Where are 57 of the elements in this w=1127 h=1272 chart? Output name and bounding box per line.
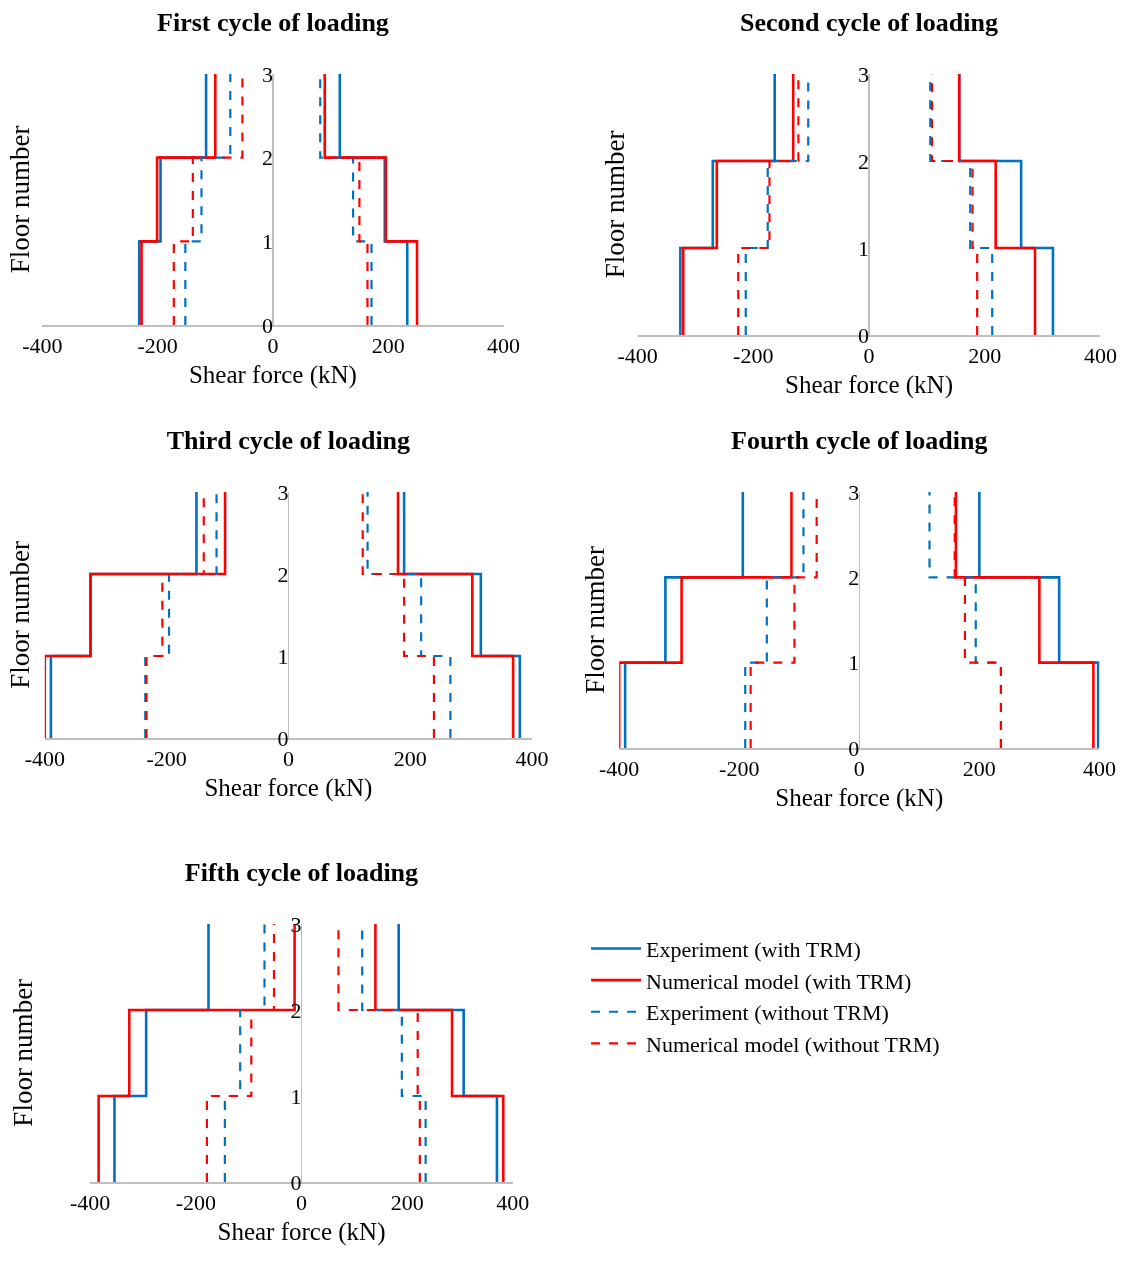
legend-label: Numerical model (with TRM) — [646, 968, 912, 994]
y-axis-title: Floor number — [4, 541, 35, 689]
y-tick-label: 2 — [290, 997, 302, 1023]
x-axis-title: Shear force (kN) — [785, 370, 953, 399]
y-axis-title: Floor number — [7, 978, 38, 1127]
y-tick-label: 2 — [261, 145, 273, 171]
x-tick-label: -200 — [733, 342, 774, 368]
x-tick-label: 200 — [968, 342, 1002, 368]
y-tick-label: 1 — [290, 1083, 302, 1109]
x-tick-label: 400 — [487, 332, 520, 358]
x-tick-label: -400 — [70, 1189, 111, 1215]
y-tick-label: 1 — [857, 235, 869, 261]
x-tick-label: -400 — [24, 745, 65, 771]
y-tick-label: 3 — [848, 479, 860, 505]
x-axis-title: Shear force (kN) — [775, 783, 944, 812]
x-tick-label: 400 — [496, 1189, 530, 1215]
x-tick-label: 200 — [390, 1189, 424, 1215]
x-tick-label: 400 — [515, 745, 549, 771]
y-tick-label: 0 — [261, 312, 273, 338]
y-tick-label: 3 — [857, 61, 869, 87]
chart-title: Fifth cycle of loading — [184, 858, 419, 888]
y-axis-title: Floor number — [579, 546, 610, 694]
y-tick-label: 3 — [261, 61, 273, 87]
x-tick-label: -200 — [137, 332, 178, 358]
y-tick-label: 3 — [290, 911, 302, 937]
x-tick-label: -400 — [599, 755, 640, 781]
x-tick-label: -200 — [175, 1189, 216, 1215]
legend-label: Numerical model (without TRM) — [646, 1031, 940, 1057]
y-tick-label: 3 — [277, 479, 289, 505]
x-tick-label: 200 — [393, 745, 427, 771]
x-tick-label: -200 — [719, 755, 760, 781]
y-tick-label: 2 — [848, 565, 860, 591]
y-axis-title: Floor number — [5, 125, 36, 274]
y-tick-label: 1 — [261, 229, 273, 255]
y-tick-label: 0 — [290, 1169, 302, 1195]
x-axis-title: Shear force (kN) — [217, 1217, 386, 1246]
y-tick-label: 2 — [857, 148, 869, 174]
x-tick-label: -200 — [146, 745, 187, 771]
y-tick-label: 0 — [277, 725, 289, 751]
x-tick-label: 400 — [1083, 342, 1117, 368]
legend-label: Experiment (without TRM) — [646, 1000, 889, 1026]
x-tick-label: 400 — [1082, 755, 1116, 781]
x-tick-label: 200 — [371, 332, 405, 358]
x-tick-label: -400 — [617, 342, 658, 368]
y-axis-title: Floor number — [600, 130, 631, 279]
chart-title: Third cycle of loading — [166, 426, 411, 456]
y-tick-label: 2 — [277, 561, 289, 587]
chart-title: Second cycle of loading — [740, 8, 998, 38]
chart-title: First cycle of loading — [157, 8, 389, 38]
legend-label: Experiment (with TRM) — [646, 937, 861, 963]
chart-title: Fourth cycle of loading — [731, 426, 988, 456]
y-tick-label: 1 — [848, 650, 860, 676]
x-axis-title: Shear force (kN) — [188, 360, 357, 389]
x-tick-label: -400 — [22, 332, 63, 358]
y-tick-label: 1 — [277, 643, 289, 669]
x-tick-label: 200 — [962, 755, 996, 781]
x-axis-title: Shear force (kN) — [204, 773, 373, 802]
